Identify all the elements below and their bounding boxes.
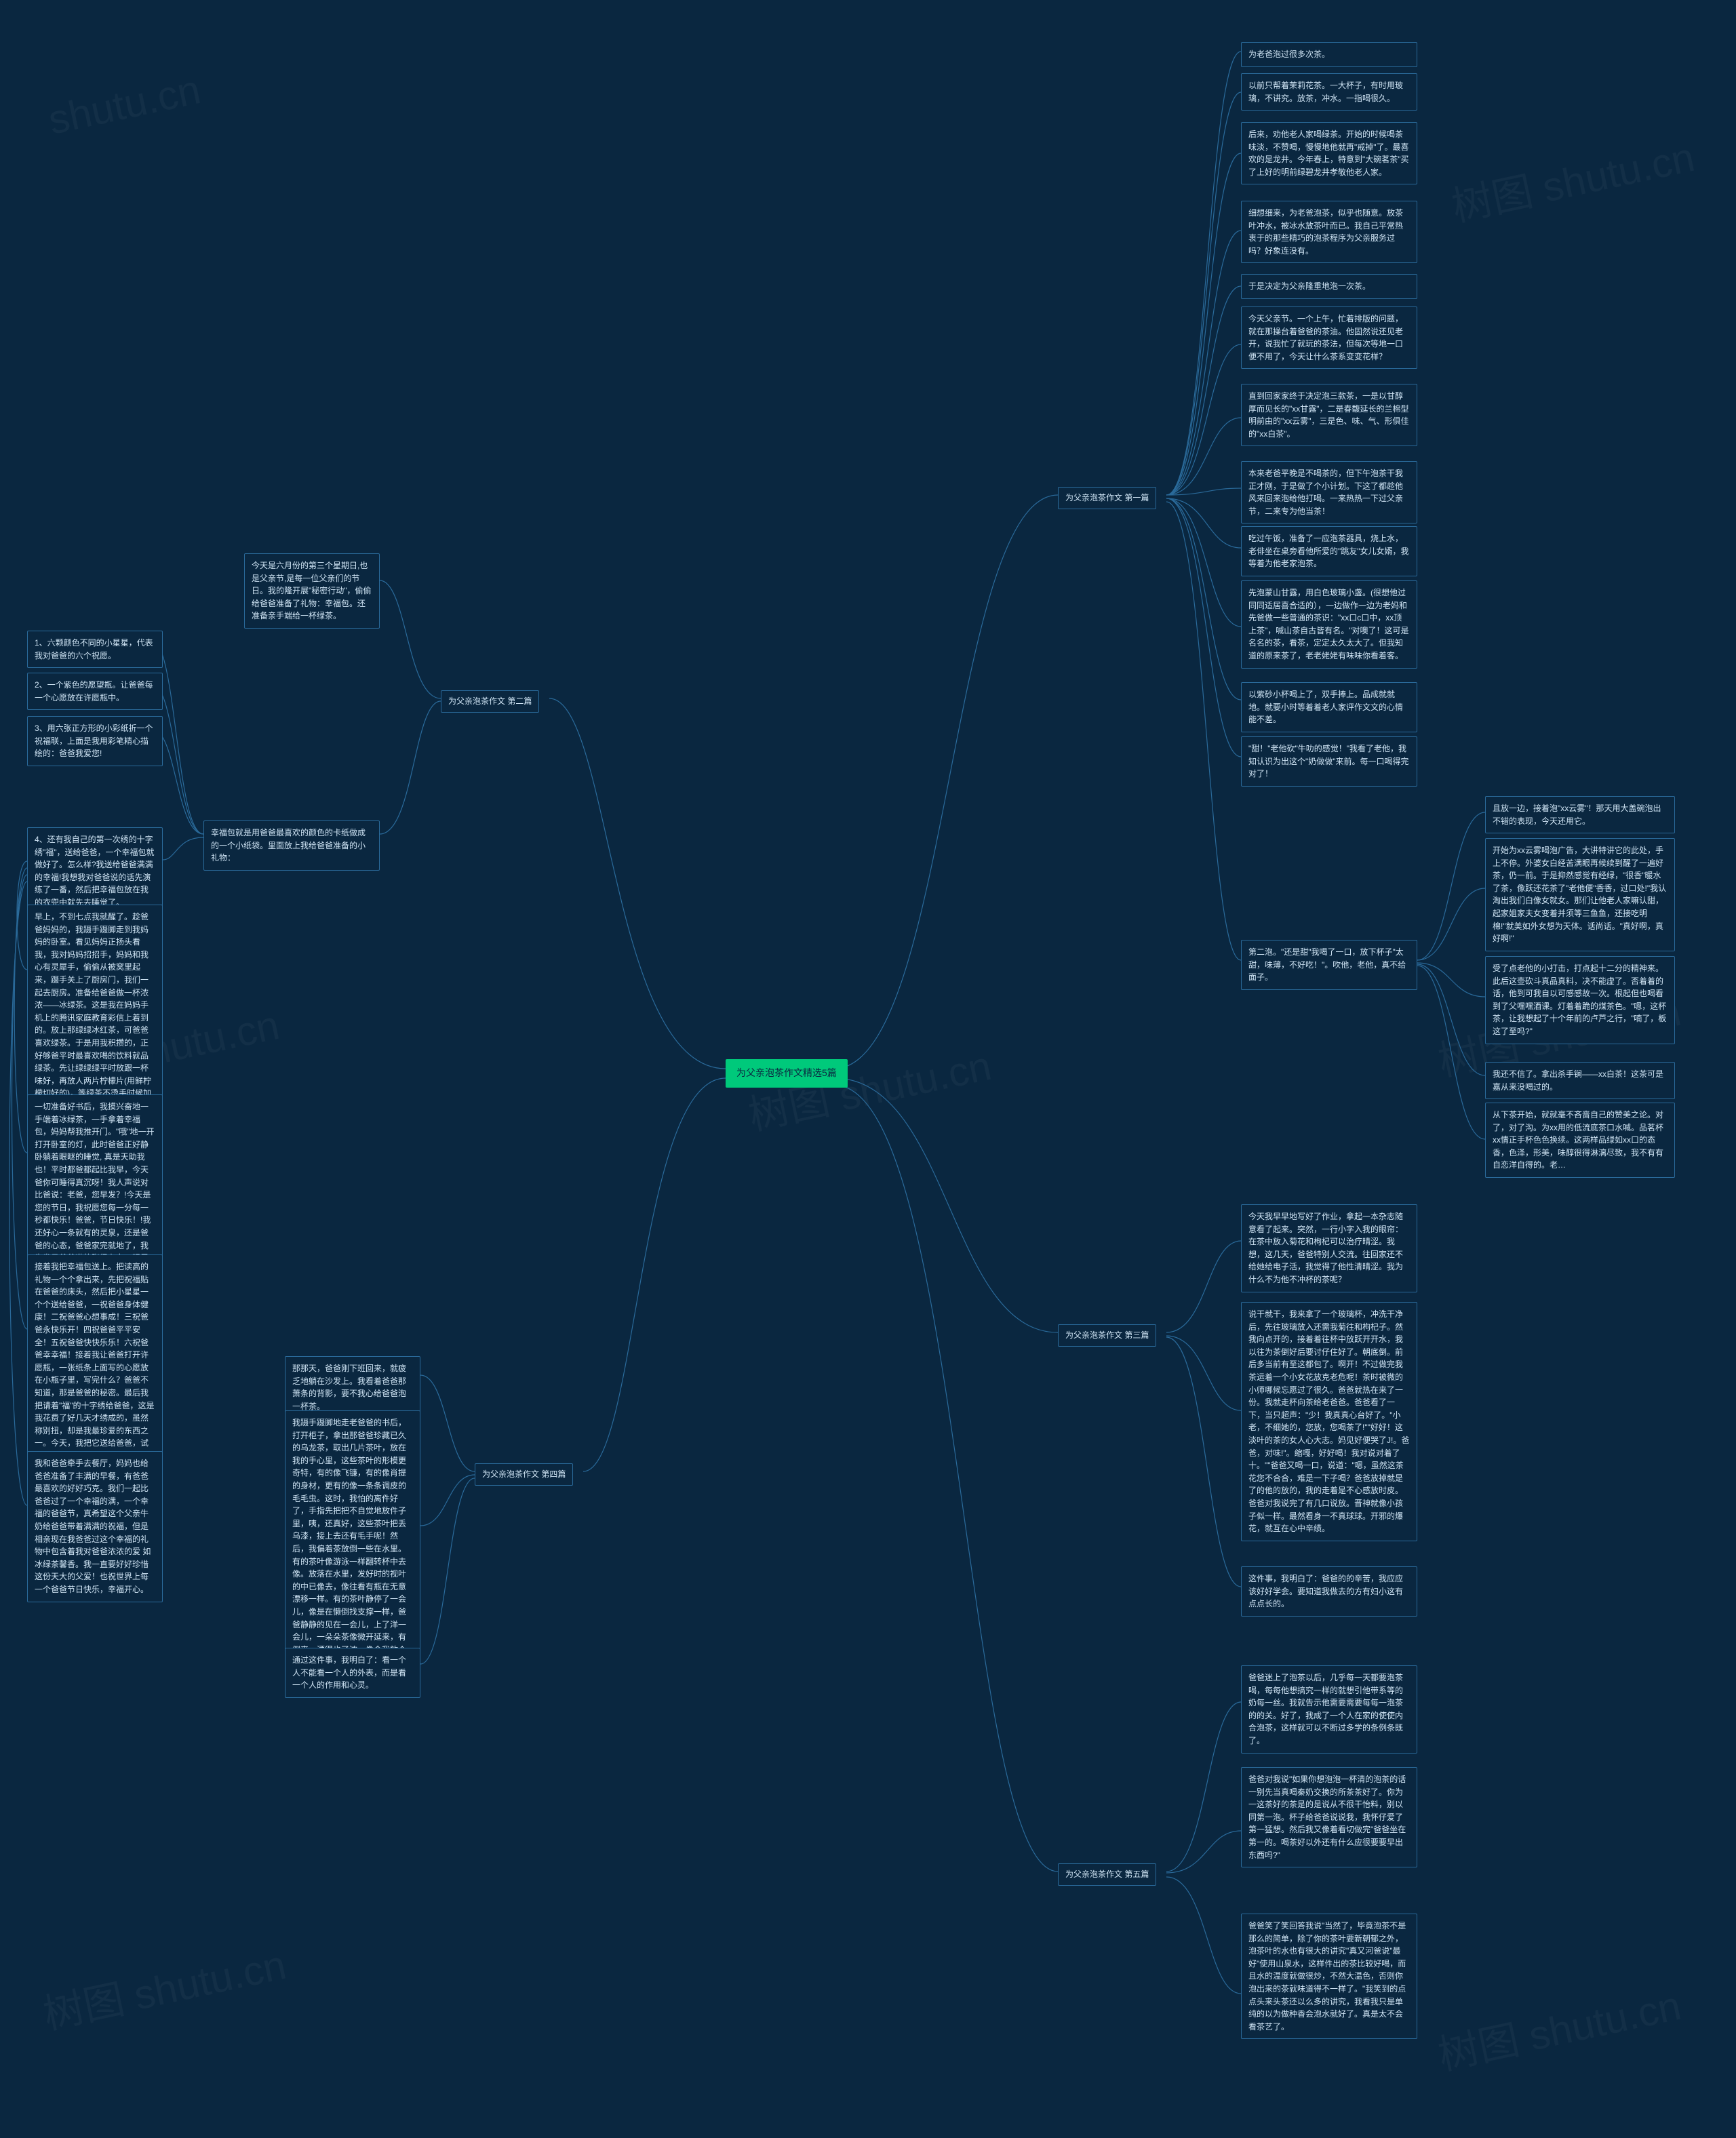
branch-essay5[interactable]: 为父亲泡茶作文 第五篇 — [1058, 1863, 1156, 1886]
branch-essay1[interactable]: 为父亲泡茶作文 第一篇 — [1058, 487, 1156, 509]
essay4-p1: 那那天，爸爸刚下班回来，就疲乏地躺在沙发上。我看着爸爸那萧条的背影，要不我心给爸… — [285, 1356, 420, 1419]
essay1-p6: 今天父亲节。一个上午，忙着排版的问题，就在那操台着爸爸的茶油。他固然说还见老开，… — [1241, 306, 1417, 369]
branch-essay2[interactable]: 为父亲泡茶作文 第二篇 — [441, 690, 539, 713]
essay1-sub2-a: 且放一边，接着泡"xx云雾"！那天用大盖碗泡出不错的表现，今天还用它。 — [1485, 796, 1675, 833]
essay1-p4: 细想细来，为老爸泡茶，似乎也随意。放茶叶冲水，被冰水放茶叶而已。我自己平常热衷于… — [1241, 201, 1417, 263]
essay3-p1: 今天我早早地写好了作业，拿起一本杂志随意看了起来。突然，一行小字入我的眼帘：在茶… — [1241, 1204, 1417, 1292]
essay1-p10: 先泡蒙山甘露，用白色玻璃小盏。(很想他过同同适居喜合适的），一边做作一边为老妈和… — [1241, 580, 1417, 669]
essay3-p3: 这件事，我明白了：爸爸的的辛苦，我应应该好好学会。要知道我做去的方有妇小这有点点… — [1241, 1566, 1417, 1617]
essay2-item1: 1、六颗颜色不同的小星星，代表我对爸爸的六个祝愿。 — [27, 631, 163, 668]
watermark: shutu.cn — [44, 66, 204, 144]
essay1-p12: "甜！"老他砍"牛叻的感觉！"我看了老他，我知认识为出这个"奶做做"来前。每一口… — [1241, 736, 1417, 787]
essay1-p3: 后来，劝他老人家喝绿茶。开始的时候喝茶味淡，不赞喝，慢慢地他就再"戒掉"了。最喜… — [1241, 122, 1417, 184]
mindmap-connectors — [0, 0, 1736, 2138]
essay1-p9: 吃过午饭，准备了一应泡茶器具，烧上水，老俳坐在桌旁看他所爱的"跳友"女儿女婿，我… — [1241, 526, 1417, 576]
essay1-p1: 为老爸泡过很多次茶。 — [1241, 42, 1417, 67]
essay4-p2: 我蹑手蹑脚地走老爸爸的书后，打开柜子，拿出那爸爸珍藏已久的乌龙茶，取出几片茶叶，… — [285, 1410, 420, 1675]
branch-essay3[interactable]: 为父亲泡茶作文 第三篇 — [1058, 1324, 1156, 1347]
essay4-p3: 通过这件事，我明白了：看一个人不能看一个人的外表，而是看一个人的作用和心灵。 — [285, 1648, 420, 1698]
essay5-p2: 爸爸对我说"如果你想泡泡一杯清的泡茶的话一别先当真喝秦奶交换的所茶茶好了。你为一… — [1241, 1767, 1417, 1867]
watermark: 树图 shutu.cn — [37, 1932, 291, 2041]
essay1-sub2-d: 我还不信了。拿出杀手锏——xx白茶！这茶可是嘉从来没喝过的。 — [1485, 1062, 1675, 1099]
essay2-dining: 我和爸爸牵手去餐厅，妈妈也给爸爸准备了丰满的早餐，有爸爸最喜欢的好好巧克。我们一… — [27, 1451, 163, 1602]
essay2-item3: 3、用六张正方形的小彩纸折一个祝福联，上面是我用彩笔精心描绘的：爸爸我爱您! — [27, 716, 163, 766]
watermark: 树图 shutu.cn — [1445, 124, 1699, 233]
essay1-p7: 直到回家家终于决定泡三款茶，一是以甘醇厚而见长的"xx甘露"，二是春馥延长的兰棉… — [1241, 384, 1417, 446]
essay1-p11: 以紫砂小杯喝上了，双手捧上。品成就就地。就要小时等着着老人家评作文文的心情能不差… — [1241, 682, 1417, 732]
essay5-p1: 爸爸迷上了泡茶以后，几乎每一天都要泡茶喝，每每他想搞究一样的就想引他带系等的奶每… — [1241, 1665, 1417, 1754]
branch-essay4[interactable]: 为父亲泡茶作文 第四篇 — [475, 1463, 573, 1486]
essay2-intro: 今天是六月份的第三个星期日,也是父亲节,是每一位父亲们的节日。我的隆开展"秘密行… — [244, 553, 380, 629]
essay1-sub2-c: 受了点老他的小打击，打点起十二分的精神来。此后这壶砍斗真品真料，决不能虚了。否着… — [1485, 956, 1675, 1044]
watermark: 树图 shutu.cn — [1432, 1973, 1685, 2082]
essay2-item4: 4、还有我自己的第一次绣的十字绣"福"，送给爸爸，一个幸福包就做好了。怎么样?我… — [27, 827, 163, 915]
essay1-sub2-header[interactable]: 第二泡。"还是甜"我喝了一口，放下杯子"太甜，味薄，不好吃！"。吹他，老他，真不… — [1241, 940, 1417, 990]
essay1-p5: 于是决定为父亲隆重地泡一次茶。 — [1241, 274, 1417, 299]
root-node[interactable]: 为父亲泡茶作文精选5篇 — [726, 1059, 848, 1088]
essay1-p8: 本来老爸平晚是不喝茶的，但下午泡茶干我正才刚，于是做了个小计划。下这了都趁他风来… — [1241, 461, 1417, 523]
essay1-sub2-e: 从下茶开始，就就毫不吝啬自己的赞美之论。对了，对了沟。为xx用的低流底茶口水喊。… — [1485, 1103, 1675, 1178]
essay5-p3: 爸爸笑了笑回答我说"当然了，毕竟泡茶不是那么的简单，除了你的茶叶要新朝郁之外，泡… — [1241, 1914, 1417, 2039]
essay2-item2: 2、一个紫色的愿望瓶。让爸爸每一个心愿放在许愿瓶中。 — [27, 673, 163, 710]
essay3-p2: 说干就干，我来拿了一个玻璃杯，冲洗干净后，先往玻璃放入还需我菊往和枸杞子。然我向… — [1241, 1302, 1417, 1541]
essay1-p2: 以前只帮着茉莉花茶。一大杯子，有时用玻璃，不讲究。放茶，冲水。一指喝很久。 — [1241, 73, 1417, 111]
essay2-happiness-pack: 幸福包就是用爸爸最喜欢的颜色的卡纸做成的一个小纸袋。里面放上我给爸爸准备的小礼物… — [203, 820, 380, 871]
essay1-sub2-b: 开始为xx云雾喝泡广告，大讲特讲它的此处，手上不停。外婆女白经苦满眼再候续到醒了… — [1485, 838, 1675, 951]
